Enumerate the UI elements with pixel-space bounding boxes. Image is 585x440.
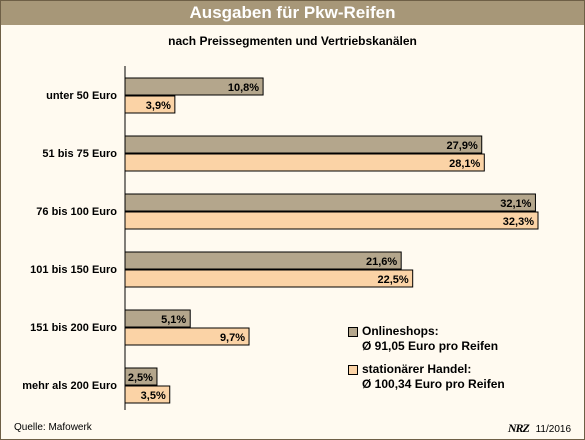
- category-label: 101 bis 150 Euro: [30, 264, 117, 276]
- category-label: mehr als 200 Euro: [22, 380, 117, 392]
- bar-retail: [124, 327, 250, 346]
- bar-online: [124, 309, 191, 328]
- legend-entry-retail: stationärer Handel: Ø 100,34 Euro pro Re…: [348, 362, 548, 392]
- bar-retail: [124, 95, 176, 114]
- data-label: 32,1%: [500, 198, 531, 210]
- data-label: 32,3%: [503, 216, 534, 228]
- data-label: 21,6%: [366, 256, 397, 268]
- bar-online: [124, 367, 158, 386]
- chart-title: Ausgaben für Pkw-Reifen: [189, 3, 396, 22]
- data-label: 10,8%: [228, 82, 259, 94]
- data-label: 28,1%: [449, 158, 480, 170]
- chart-subtitle: nach Preissegmenten und Vertriebskanälen: [168, 34, 417, 48]
- bar-online: [124, 193, 536, 212]
- source-note: Quelle: Mafowerk: [14, 422, 92, 433]
- legend-swatch-online: [348, 327, 358, 337]
- bar-retail: [124, 153, 485, 172]
- legend-series-name-online: Onlineshops:: [362, 324, 439, 338]
- data-label: 3,9%: [146, 100, 171, 112]
- bar-retail: [124, 269, 414, 288]
- category-label: unter 50 Euro: [46, 90, 117, 102]
- bar-retail: [124, 211, 539, 230]
- title-bar: [1, 1, 584, 25]
- bar-online: [124, 77, 264, 96]
- bar-online: [124, 135, 483, 154]
- data-label: 3,5%: [141, 390, 166, 402]
- publisher-credit: NRZ 11/2016: [508, 421, 571, 436]
- category-label: 51 bis 75 Euro: [42, 148, 117, 160]
- legend-series-note-online: Ø 91,05 Euro pro Reifen: [362, 339, 499, 353]
- data-label: 5,1%: [161, 314, 186, 326]
- data-label: 9,7%: [220, 332, 245, 344]
- data-label: 27,9%: [447, 140, 478, 152]
- publisher-logo: NRZ: [507, 421, 530, 435]
- data-label: 22,5%: [377, 274, 408, 286]
- data-label: 2,5%: [128, 372, 153, 384]
- bar-online: [124, 251, 402, 270]
- category-label: 151 bis 200 Euro: [30, 322, 117, 334]
- legend: Onlineshops: Ø 91,05 Euro pro Reifen sta…: [348, 324, 548, 400]
- legend-swatch-retail: [348, 365, 358, 375]
- legend-series-name-retail: stationärer Handel:: [362, 362, 472, 376]
- bar-retail: [124, 385, 171, 404]
- publish-date: 11/2016: [535, 424, 571, 435]
- legend-entry-online: Onlineshops: Ø 91,05 Euro pro Reifen: [348, 324, 548, 354]
- category-label: 76 bis 100 Euro: [36, 206, 117, 218]
- legend-series-note-retail: Ø 100,34 Euro pro Reifen: [362, 377, 505, 391]
